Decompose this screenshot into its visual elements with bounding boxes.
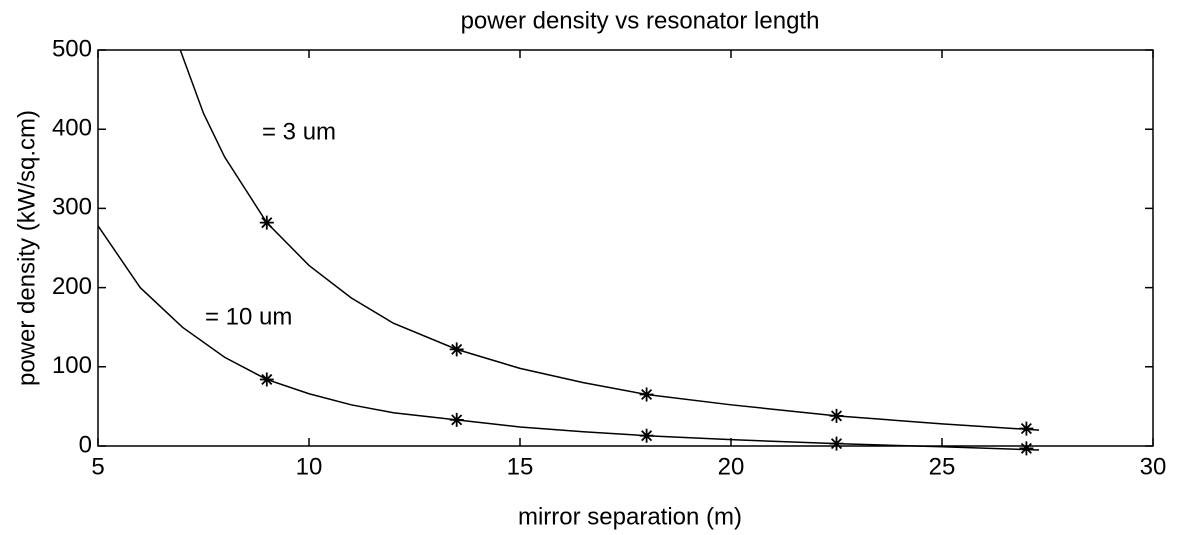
chart-title: power density vs resonator length bbox=[461, 7, 820, 34]
x-tick-label: 10 bbox=[296, 453, 323, 480]
asterisk-marker bbox=[449, 342, 464, 357]
y-axis-label: power density (kW/sq.cm) bbox=[13, 110, 40, 386]
asterisk-marker bbox=[1019, 441, 1034, 456]
plot-frame bbox=[97, 49, 1154, 447]
y-tick-label: 300 bbox=[52, 194, 92, 221]
y-tick-label: 100 bbox=[52, 352, 92, 379]
y-tick-label: 0 bbox=[79, 431, 92, 458]
y-tick-label: 200 bbox=[52, 273, 92, 300]
asterisk-marker bbox=[639, 428, 654, 443]
x-tick-label: 5 bbox=[91, 453, 104, 480]
series-label: = 10 um bbox=[205, 303, 292, 330]
curve bbox=[97, 225, 1040, 451]
x-tick-label: 15 bbox=[507, 453, 534, 480]
asterisk-marker bbox=[639, 387, 654, 402]
y-tick-label: 500 bbox=[52, 35, 92, 62]
asterisk-marker bbox=[829, 408, 844, 423]
curve bbox=[179, 49, 1040, 431]
x-tick-label: 20 bbox=[718, 453, 745, 480]
series-label: = 3 um bbox=[262, 118, 336, 145]
asterisk-marker bbox=[1019, 421, 1034, 436]
asterisk-marker bbox=[449, 412, 464, 427]
x-tick-label: 25 bbox=[929, 453, 956, 480]
asterisk-marker bbox=[259, 215, 274, 230]
asterisk-marker bbox=[829, 436, 844, 451]
y-tick-label: 400 bbox=[52, 115, 92, 142]
x-axis-label: mirror separation (m) bbox=[518, 503, 742, 530]
asterisk-marker bbox=[259, 372, 274, 387]
x-tick-label: 30 bbox=[1140, 453, 1167, 480]
